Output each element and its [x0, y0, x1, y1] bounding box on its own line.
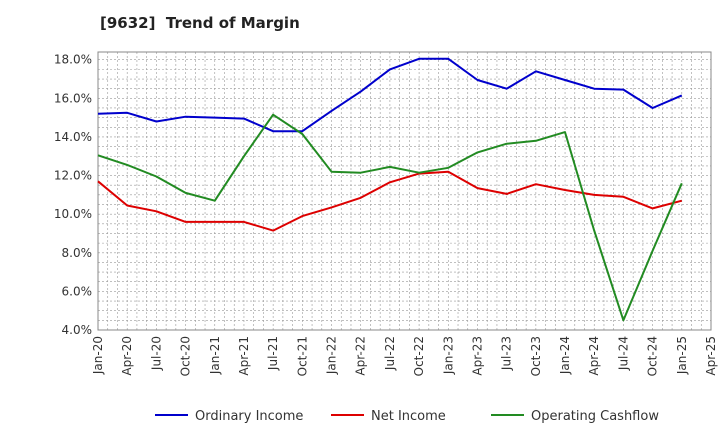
grid-lines — [97, 52, 712, 331]
x-tick-label: Jul-22 — [383, 336, 397, 371]
x-tick-label: Jul-23 — [500, 336, 514, 371]
y-tick-label: 18.0% — [54, 53, 92, 67]
x-tick-label: Oct-23 — [529, 336, 543, 376]
x-tick-label: Oct-22 — [412, 336, 426, 376]
series-lines — [97, 57, 683, 322]
y-tick-label: 8.0% — [62, 246, 93, 260]
x-tick-label: Oct-21 — [295, 336, 309, 376]
x-tick-label: Jul-20 — [149, 336, 163, 371]
y-tick-label: 16.0% — [54, 91, 92, 105]
x-tick-label: Apr-25 — [704, 336, 718, 376]
x-tick-label: Apr-24 — [587, 336, 601, 376]
y-tick-label: 6.0% — [62, 284, 93, 298]
x-tick-label: Apr-20 — [120, 336, 134, 376]
x-tick-label: Apr-22 — [354, 336, 368, 376]
x-tick-label: Apr-21 — [237, 336, 251, 376]
y-tick-label: 4.0% — [62, 323, 93, 337]
plot-area-border — [97, 51, 712, 331]
x-tick-label: Jan-21 — [208, 336, 222, 375]
x-axis-tick-labels: Jan-20 Apr-20 Jul-20 Oct-20 Jan-21 Apr-21 Jul-… — [91, 336, 718, 376]
x-tick-label: Jul-24 — [616, 336, 630, 371]
legend-label: Operating Cashflow — [531, 409, 659, 424]
x-tick-label: Jan-23 — [441, 336, 455, 375]
x-tick-label: Oct-24 — [646, 336, 660, 376]
legend-label: Net Income — [371, 409, 446, 424]
y-axis-tick-labels: 4.0% 6.0% 8.0% 10.0% 12.0% 14.0% 16.0% 18.0% — [54, 53, 92, 337]
x-tick-label: Jan-20 — [91, 336, 105, 375]
y-tick-label: 10.0% — [54, 207, 92, 221]
chart-title: [9632] Trend of Margin — [100, 14, 300, 32]
x-tick-label: Apr-23 — [470, 336, 484, 376]
x-tick-label: Jan-22 — [325, 336, 339, 375]
series-line-net-income — [97, 170, 683, 232]
y-tick-label: 12.0% — [54, 169, 92, 183]
x-tick-label: Jan-24 — [558, 336, 572, 375]
x-tick-label: Jul-21 — [266, 336, 280, 371]
x-tick-label: Jan-25 — [675, 336, 689, 375]
y-tick-label: 14.0% — [54, 130, 92, 144]
legend: Ordinary Income Net Income Operating Cashf… — [155, 409, 659, 424]
series-line-operating-cashflow — [97, 113, 683, 322]
series-line-ordinary-income — [97, 57, 683, 133]
x-tick-label: Oct-20 — [179, 336, 193, 376]
legend-label: Ordinary Income — [195, 409, 303, 424]
